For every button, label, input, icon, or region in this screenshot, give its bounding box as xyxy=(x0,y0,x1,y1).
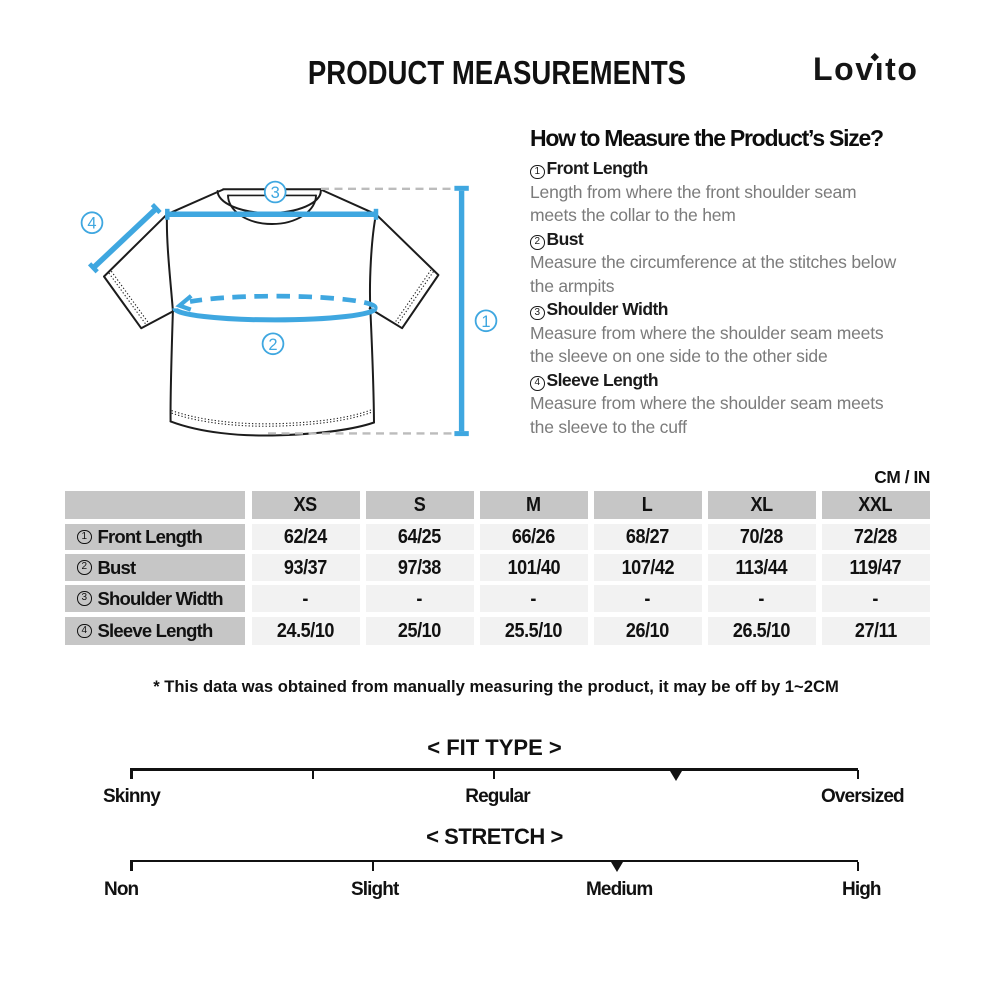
svg-text:1: 1 xyxy=(481,313,490,331)
svg-text:2: 2 xyxy=(268,336,277,354)
svg-text:3: 3 xyxy=(271,184,280,202)
svg-text:4: 4 xyxy=(87,215,96,233)
